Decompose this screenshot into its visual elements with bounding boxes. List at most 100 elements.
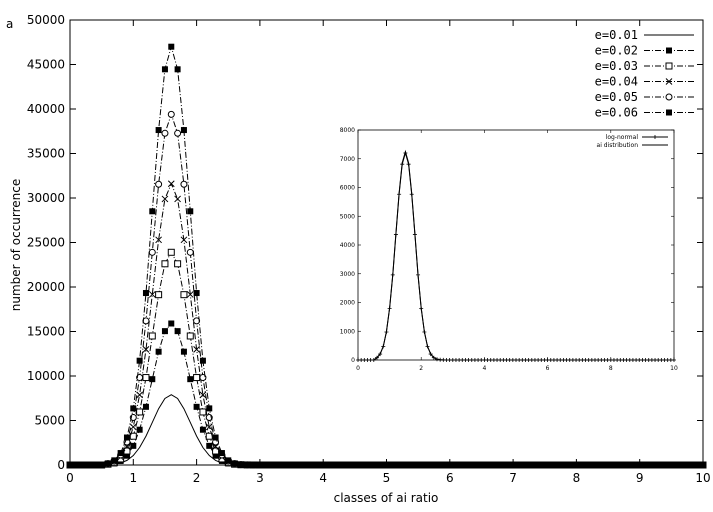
data-point bbox=[231, 460, 238, 467]
legend-marker bbox=[665, 93, 673, 101]
x-tick-label: 4 bbox=[319, 471, 327, 485]
panel-label: a bbox=[6, 17, 13, 31]
inset-chart: 0 1000 2000 3000 4000 5000 6000 7000 8000 0 2 4 6 8 1… bbox=[340, 127, 678, 372]
data-point bbox=[288, 462, 295, 468]
data-point bbox=[161, 195, 169, 203]
data-point bbox=[167, 248, 175, 256]
data-point bbox=[351, 462, 358, 468]
data-point bbox=[396, 462, 403, 468]
y-tick-label: 8000 bbox=[340, 127, 355, 134]
series-line bbox=[70, 394, 703, 466]
data-point bbox=[130, 442, 137, 449]
data-point bbox=[111, 457, 118, 464]
main-series-group bbox=[66, 43, 707, 469]
data-point bbox=[693, 462, 700, 468]
x-tick-label: 0 bbox=[66, 471, 74, 485]
data-point bbox=[472, 462, 479, 468]
x-tick-label: 5 bbox=[383, 471, 391, 485]
y-tick-label: 10000 bbox=[27, 369, 65, 383]
data-point bbox=[218, 450, 225, 457]
y-tick-label: 50000 bbox=[27, 13, 65, 27]
data-point bbox=[193, 403, 200, 410]
series-e-0-06 bbox=[67, 43, 706, 468]
data-point bbox=[624, 462, 631, 468]
data-point bbox=[307, 462, 314, 468]
data-point bbox=[67, 462, 73, 468]
data-point bbox=[320, 462, 327, 468]
y-tick-label: 1000 bbox=[340, 328, 355, 335]
data-point bbox=[275, 461, 282, 468]
data-point bbox=[598, 462, 605, 468]
data-point bbox=[370, 462, 377, 468]
x-tick-label: 3 bbox=[256, 471, 264, 485]
data-point bbox=[212, 447, 220, 455]
data-point bbox=[256, 461, 263, 468]
data-point bbox=[313, 462, 320, 468]
data-point bbox=[237, 461, 244, 468]
data-point bbox=[98, 462, 105, 468]
data-point bbox=[212, 434, 219, 441]
legend-label: e=0.02 bbox=[595, 44, 638, 58]
data-point bbox=[79, 462, 86, 468]
series-line bbox=[358, 149, 674, 361]
legend-marker bbox=[653, 135, 657, 139]
data-point bbox=[149, 208, 156, 215]
data-point bbox=[579, 462, 586, 468]
data-point bbox=[149, 376, 156, 383]
y-tick-label: 2000 bbox=[340, 300, 355, 307]
data-point bbox=[136, 357, 143, 364]
data-point bbox=[700, 462, 706, 468]
data-point bbox=[529, 462, 536, 468]
data-point bbox=[674, 462, 681, 468]
data-point bbox=[155, 291, 163, 299]
data-point bbox=[516, 462, 523, 468]
data-point bbox=[142, 374, 150, 382]
series-ai-distribution bbox=[358, 149, 674, 361]
data-point bbox=[186, 291, 194, 298]
data-point bbox=[434, 462, 441, 468]
data-point bbox=[180, 291, 188, 299]
y-tick-label: 20000 bbox=[27, 280, 65, 294]
data-point bbox=[655, 462, 662, 468]
data-point bbox=[161, 260, 169, 268]
y-tick-label: 30000 bbox=[27, 191, 65, 205]
data-point bbox=[180, 180, 188, 188]
data-point bbox=[541, 462, 548, 468]
data-point bbox=[617, 462, 624, 468]
x-tick-label: 9 bbox=[636, 471, 644, 485]
data-point bbox=[174, 129, 182, 137]
x-tick-label: 10 bbox=[695, 471, 710, 485]
main-chart: 0500010000150002000025000300003500040000… bbox=[9, 13, 711, 505]
data-point bbox=[167, 180, 175, 188]
legend-label: e=0.04 bbox=[595, 75, 638, 89]
data-point bbox=[662, 462, 669, 468]
legend-marker bbox=[666, 109, 672, 116]
data-point bbox=[535, 462, 542, 468]
data-point bbox=[142, 290, 149, 297]
data-point bbox=[155, 236, 162, 244]
data-point bbox=[586, 462, 593, 468]
data-point bbox=[548, 462, 555, 468]
data-point bbox=[389, 462, 396, 468]
main-x-axis: 0 1 2 3 4 5 6 7 8 9 10 bbox=[66, 20, 711, 485]
data-point bbox=[123, 434, 130, 441]
data-point bbox=[415, 462, 422, 468]
data-point bbox=[186, 248, 194, 256]
x-tick-label: 0 bbox=[356, 365, 360, 372]
data-point bbox=[301, 462, 308, 468]
data-point bbox=[142, 403, 149, 410]
data-point bbox=[364, 462, 371, 468]
data-point bbox=[605, 462, 612, 468]
data-point bbox=[668, 462, 675, 468]
data-point bbox=[573, 462, 580, 468]
main-y-axis-label: number of occurrence bbox=[9, 179, 23, 312]
data-point bbox=[377, 462, 384, 468]
data-point bbox=[199, 408, 207, 416]
data-point bbox=[484, 462, 491, 468]
y-tick-label: 0 bbox=[57, 458, 65, 472]
data-point bbox=[92, 462, 99, 468]
data-point bbox=[187, 208, 194, 215]
legend-label: ai distribution bbox=[597, 142, 639, 149]
data-point bbox=[174, 195, 181, 203]
